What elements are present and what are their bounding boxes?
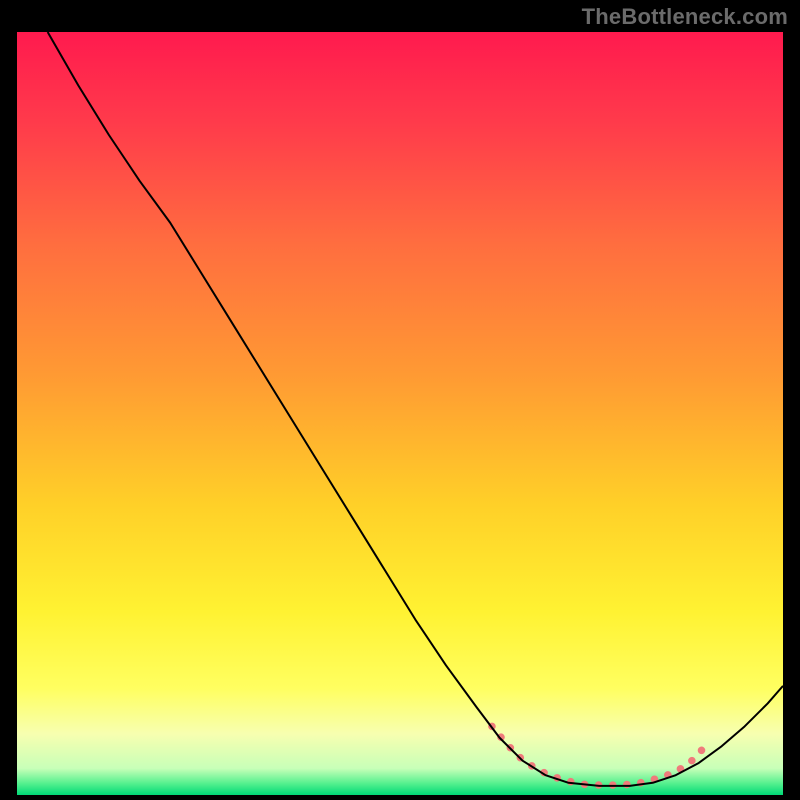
plot-area	[17, 32, 783, 795]
chart-stage: TheBottleneck.com	[0, 0, 800, 800]
gradient-line-chart	[0, 0, 800, 800]
plot-background	[17, 32, 783, 795]
watermark-label: TheBottleneck.com	[582, 4, 788, 30]
